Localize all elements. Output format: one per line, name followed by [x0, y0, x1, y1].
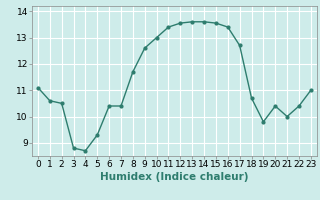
X-axis label: Humidex (Indice chaleur): Humidex (Indice chaleur) — [100, 172, 249, 182]
